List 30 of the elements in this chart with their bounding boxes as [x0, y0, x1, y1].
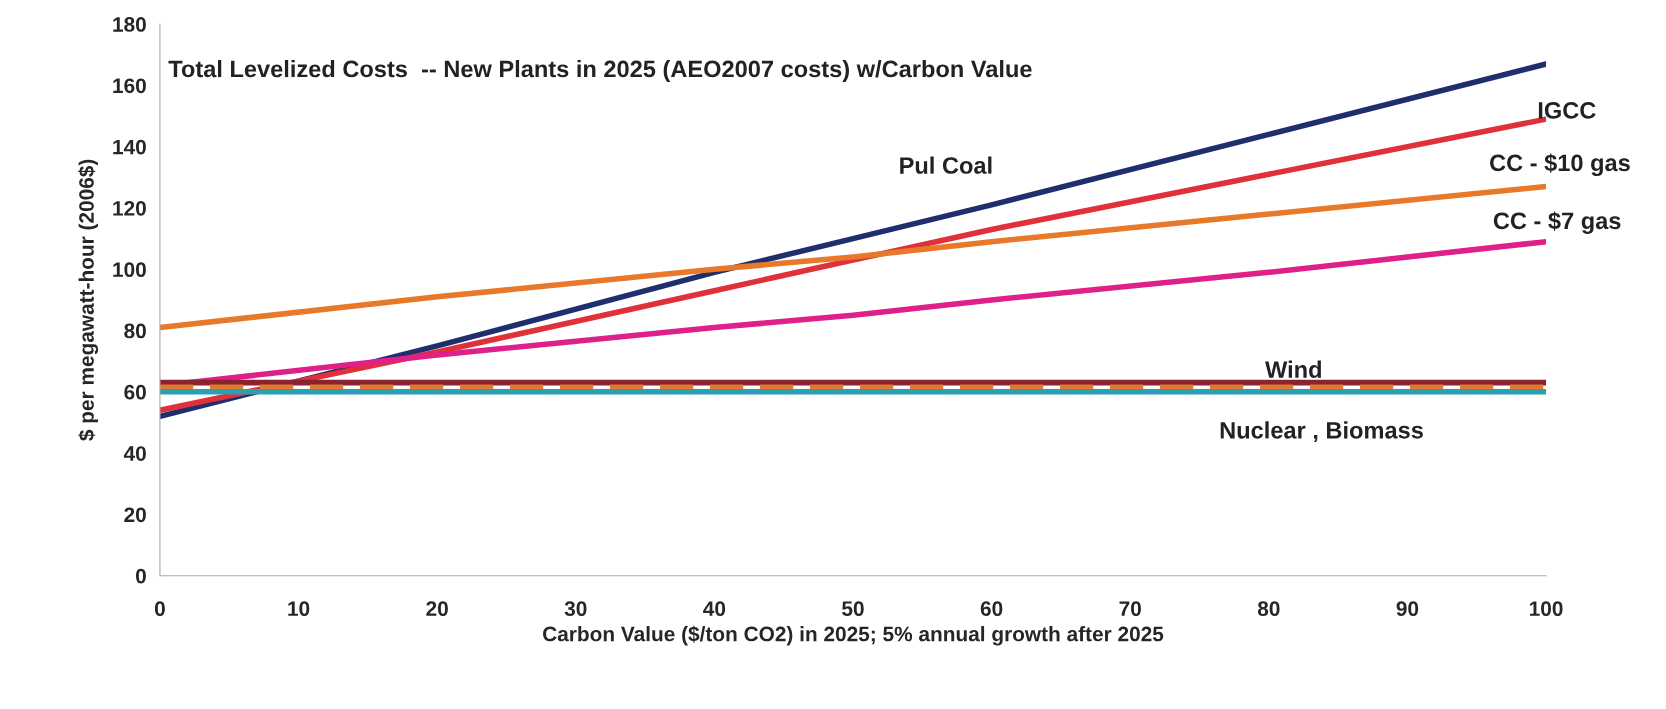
- x-tick-label: 40: [703, 601, 726, 617]
- y-tick-label: 160: [113, 78, 146, 94]
- x-tick-label: 30: [564, 601, 587, 617]
- annotation: IGCC: [1538, 101, 1596, 119]
- y-tick-label: 140: [113, 139, 146, 155]
- text: Total Levelized Costs -- New Plants in 2025 (AEO2007 costs) w/Carbon Value: [168, 59, 1032, 82]
- x-axis-title: Carbon Value ($/ton CO2) in 2025; 5% annual growth after 2025: [543, 625, 1164, 646]
- y-tick-label: 40: [123, 446, 146, 461]
- y-tick-label: 80: [124, 323, 146, 339]
- annotation: Wind: [1265, 360, 1321, 378]
- y-tick-label: 20: [124, 507, 146, 523]
- y-tick-label: 0: [135, 568, 146, 584]
- x-tick-label: 100: [1529, 601, 1563, 617]
- y-tick-label: 60: [124, 384, 146, 400]
- y-axis-title: $ per megawatt-hour (2006$): [78, 159, 99, 441]
- y-tick-label: 120: [113, 200, 146, 216]
- annotation: Pul Coal: [900, 156, 992, 174]
- y-tick-label: 100: [113, 262, 146, 278]
- annotation: CC - $10 gas: [1490, 153, 1630, 177]
- x-tick-label: 60: [980, 601, 1003, 617]
- x-tick-label: 50: [842, 601, 864, 617]
- x-tick-label: 80: [1257, 601, 1280, 617]
- x-tick-label: 10: [288, 601, 310, 617]
- y-tick-label: 180: [113, 17, 146, 32]
- x-tick-label: 0: [154, 601, 165, 617]
- annotation: Nuclear , Biomass: [1220, 421, 1423, 443]
- x-tick-label: 20: [426, 601, 448, 617]
- annotation: CC - $7 gas: [1493, 211, 1621, 234]
- x-tick-label: 90: [1396, 601, 1419, 617]
- x-tick-label: 70: [1119, 601, 1141, 617]
